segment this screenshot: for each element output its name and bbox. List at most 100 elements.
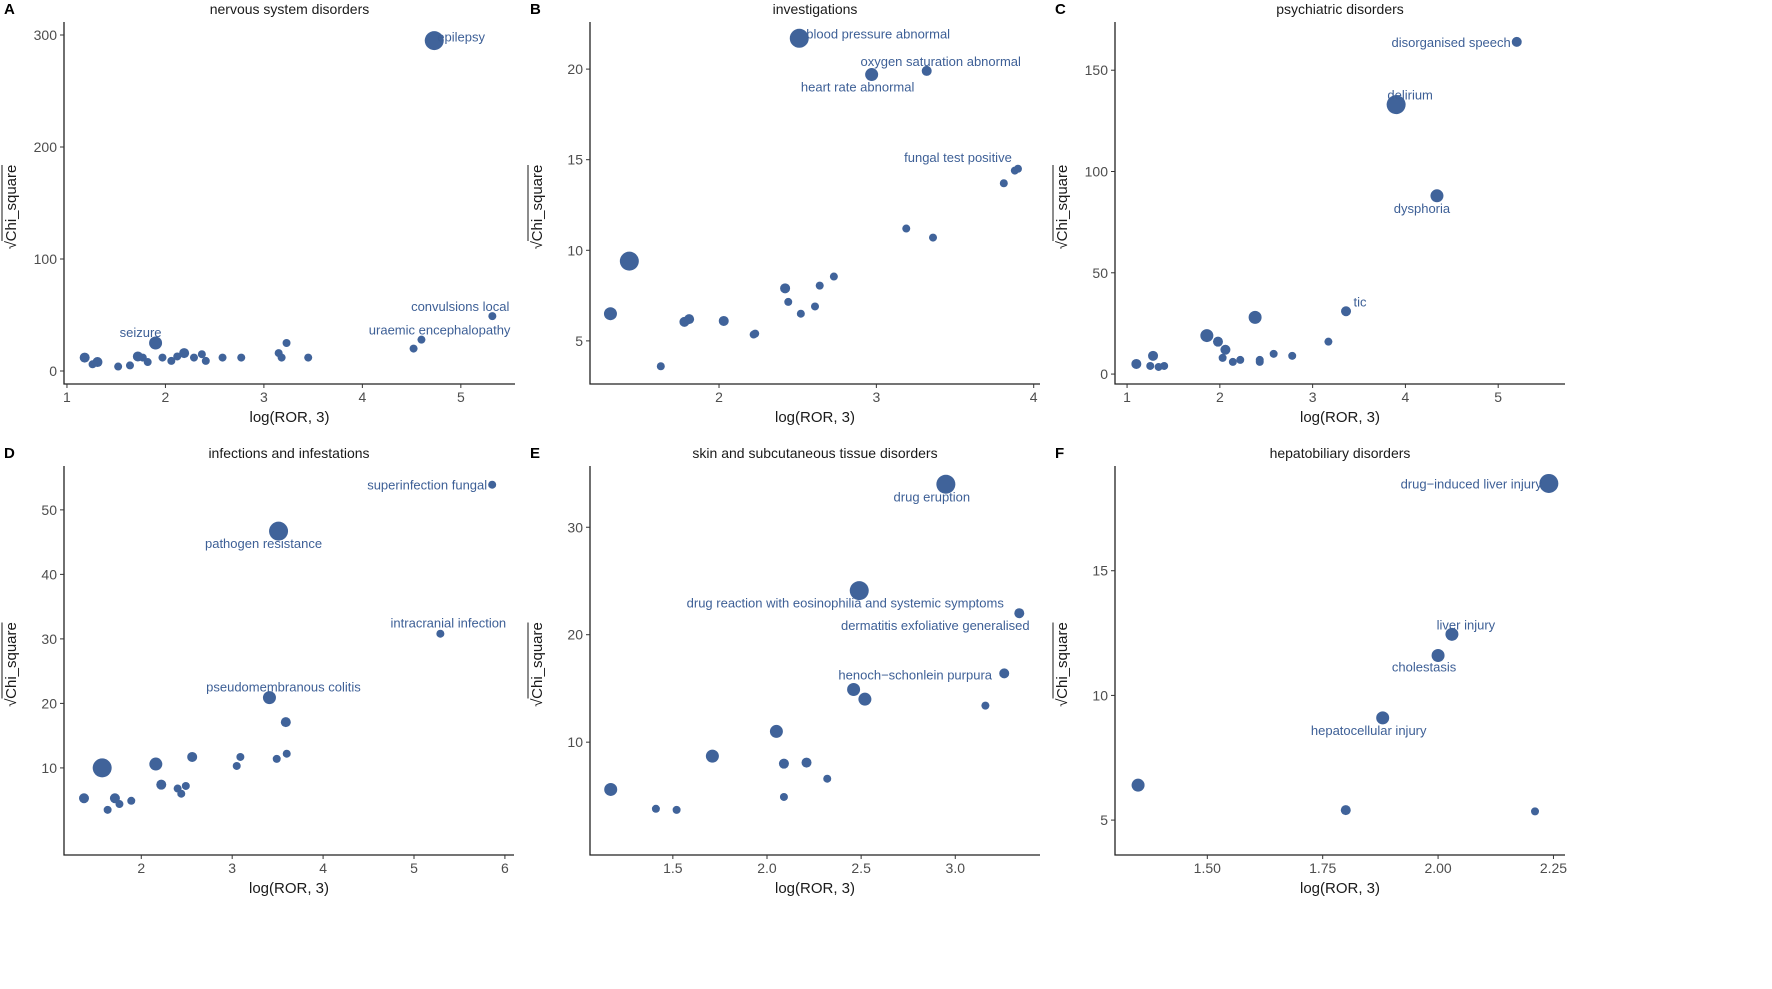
x-tick-label: 1.75	[1309, 860, 1336, 876]
y-tick-label: 10	[1092, 687, 1108, 703]
sqrt-symbol: √	[529, 240, 546, 249]
data-point	[929, 233, 938, 242]
data-point	[92, 758, 112, 778]
data-point	[197, 350, 206, 359]
panel-title: hepatobiliary disorders	[1270, 445, 1411, 461]
x-tick-label: 1.50	[1194, 860, 1221, 876]
x-tick-label: 2.25	[1540, 860, 1567, 876]
data-point	[815, 281, 824, 290]
data-point	[269, 521, 289, 541]
data-point	[778, 758, 789, 769]
x-tick-label: 3.0	[946, 860, 966, 876]
data-point	[1014, 608, 1025, 619]
data-point	[619, 251, 639, 271]
data-point	[232, 761, 241, 770]
point-label: drug reaction with eosinophilia and syst…	[687, 596, 1005, 611]
data-point	[789, 28, 809, 48]
sqrt-symbol: √	[1054, 698, 1071, 707]
x-tick-label: 3	[228, 860, 236, 876]
data-point	[158, 353, 167, 362]
point-label: drug eruption	[894, 489, 971, 504]
data-point	[179, 348, 190, 359]
data-point	[280, 717, 291, 728]
x-tick-label: 3	[260, 389, 268, 405]
y-tick-label: 20	[41, 695, 57, 711]
y-axis-label: √Chi_square	[1, 165, 20, 249]
data-point	[1255, 355, 1264, 364]
point-label: heart rate abnormal	[801, 80, 915, 95]
point-label: uraemic encephalopathy	[369, 323, 511, 338]
sqrt-symbol: √	[1054, 240, 1071, 249]
data-point	[604, 782, 618, 796]
point-label: intracranial infection	[391, 616, 507, 631]
data-point	[1431, 649, 1445, 663]
data-point	[282, 749, 291, 758]
data-point	[684, 314, 695, 325]
data-point	[858, 692, 872, 706]
x-tick-label: 2	[137, 860, 145, 876]
x-tick-label: 2.5	[851, 860, 871, 876]
x-tick-label: 2.00	[1424, 860, 1451, 876]
data-point	[488, 480, 497, 489]
x-tick-label: 1	[63, 389, 71, 405]
data-point	[127, 796, 136, 805]
panel-letter: B	[530, 1, 541, 18]
data-point	[849, 581, 869, 601]
y-axis-label-text: Chi_square	[3, 622, 20, 699]
data-point	[847, 683, 861, 697]
point-label: convulsions local	[411, 299, 509, 314]
data-point	[921, 65, 932, 76]
y-tick-label: 10	[41, 760, 57, 776]
point-label: liver injury	[1437, 617, 1496, 632]
data-point	[149, 757, 163, 771]
data-point	[237, 353, 246, 362]
data-point	[705, 749, 719, 763]
data-point	[1131, 778, 1145, 792]
data-point	[1288, 351, 1297, 360]
y-tick-label: 20	[567, 61, 583, 77]
data-point	[424, 31, 444, 51]
x-tick-label: 6	[501, 860, 509, 876]
data-point	[488, 312, 497, 321]
panel-letter: D	[4, 445, 15, 462]
data-point	[272, 754, 281, 763]
y-tick-label: 30	[567, 519, 583, 535]
y-tick-label: 200	[34, 139, 58, 155]
data-point	[779, 792, 788, 801]
data-point	[780, 283, 791, 294]
point-label: drug−induced liver injury	[1401, 476, 1543, 491]
y-axis-label: √Chi_square	[527, 622, 546, 707]
data-point	[79, 352, 90, 363]
point-label: epilepsy	[437, 30, 485, 45]
y-tick-label: 100	[1085, 163, 1109, 179]
data-point	[672, 805, 681, 814]
data-point	[1220, 344, 1231, 355]
panel-title: infections and infestations	[208, 445, 369, 461]
point-label: hepatocellular injury	[1311, 723, 1427, 738]
data-point	[189, 353, 198, 362]
axis-lines	[63, 22, 515, 385]
y-axis-label-text: Chi_square	[1054, 165, 1071, 242]
y-tick-label: 150	[1085, 62, 1109, 78]
x-axis-label: log(ROR, 3)	[1300, 880, 1380, 897]
point-label: disorganised speech	[1392, 35, 1511, 50]
data-point	[79, 793, 89, 804]
data-point	[436, 629, 445, 638]
axis-lines	[63, 466, 514, 856]
y-tick-label: 30	[41, 631, 57, 647]
data-point	[936, 474, 956, 494]
panel-title: psychiatric disorders	[1276, 1, 1404, 17]
data-point	[1200, 329, 1214, 343]
data-point	[304, 353, 313, 362]
point-label: dysphoria	[1394, 201, 1451, 216]
point-label: dermatitis exfoliative generalised	[841, 618, 1030, 633]
data-point	[236, 752, 245, 761]
x-tick-label: 5	[457, 389, 465, 405]
panel-letter: C	[1055, 1, 1066, 18]
data-point	[282, 339, 291, 348]
x-tick-label: 2	[162, 389, 170, 405]
sqrt-symbol: √	[3, 698, 20, 707]
data-point	[865, 68, 879, 82]
data-point	[1248, 310, 1262, 324]
data-point	[1160, 361, 1169, 370]
